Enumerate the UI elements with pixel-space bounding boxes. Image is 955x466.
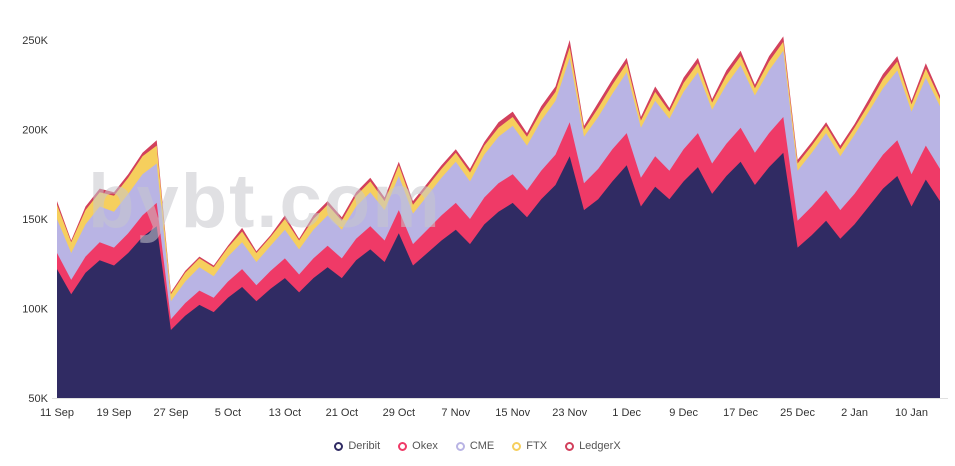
x-tick-label: 13 Oct (269, 407, 301, 419)
x-tick-label: 11 Sep (40, 407, 74, 419)
legend-marker-okex-icon (398, 441, 408, 451)
legend-item-ledgerx[interactable]: LedgerX (565, 440, 621, 452)
legend-marker-deribit-icon (334, 441, 344, 451)
x-tick-label: 1 Dec (612, 407, 641, 419)
y-tick-label: 100K (22, 304, 48, 316)
legend-marker-cme-icon (455, 441, 465, 451)
legend-label: Deribit (348, 440, 381, 452)
x-tick-label: 29 Oct (383, 407, 415, 419)
legend-label: Okex (412, 440, 438, 452)
area-series-deribit (57, 152, 940, 398)
legend-marker-ledgerx-icon (565, 441, 575, 451)
y-tick-label: 50K (28, 393, 48, 405)
legend-item-okex[interactable]: Okex (398, 440, 438, 452)
x-tick-label: 2 Jan (841, 407, 868, 419)
y-tick-label: 200K (22, 125, 48, 137)
x-tick-label: 10 Jan (895, 407, 928, 419)
legend-label: CME (469, 440, 495, 452)
x-tick-label: 7 Nov (441, 407, 470, 419)
x-tick-label: 19 Sep (97, 407, 132, 419)
x-tick-label: 17 Dec (723, 407, 758, 419)
x-tick-label: 9 Dec (669, 407, 698, 419)
x-tick-label: 5 Oct (215, 407, 241, 419)
x-tick-label: 21 Oct (326, 407, 358, 419)
x-tick-label: 27 Sep (153, 407, 188, 419)
legend: Deribit Okex CME FTX LedgerX (0, 440, 955, 452)
legend-marker-ftx-icon (512, 441, 522, 451)
y-tick-label: 150K (22, 214, 48, 226)
legend-item-deribit[interactable]: Deribit (334, 440, 380, 452)
legend-item-ftx[interactable]: FTX (512, 440, 547, 452)
x-tick-label: 23 Nov (552, 407, 587, 419)
legend-label: LedgerX (579, 440, 621, 452)
y-tick-label: 250K (22, 35, 48, 47)
x-tick-label: 25 Dec (780, 407, 815, 419)
legend-item-cme[interactable]: CME (455, 440, 495, 452)
x-tick-label: 15 Nov (495, 407, 530, 419)
stacked-area-chart: 50K 100K 150K 200K 250K 11 Sep 19 Sep 27 Sep 5 O… (22, 35, 948, 419)
legend-label: FTX (526, 440, 548, 452)
